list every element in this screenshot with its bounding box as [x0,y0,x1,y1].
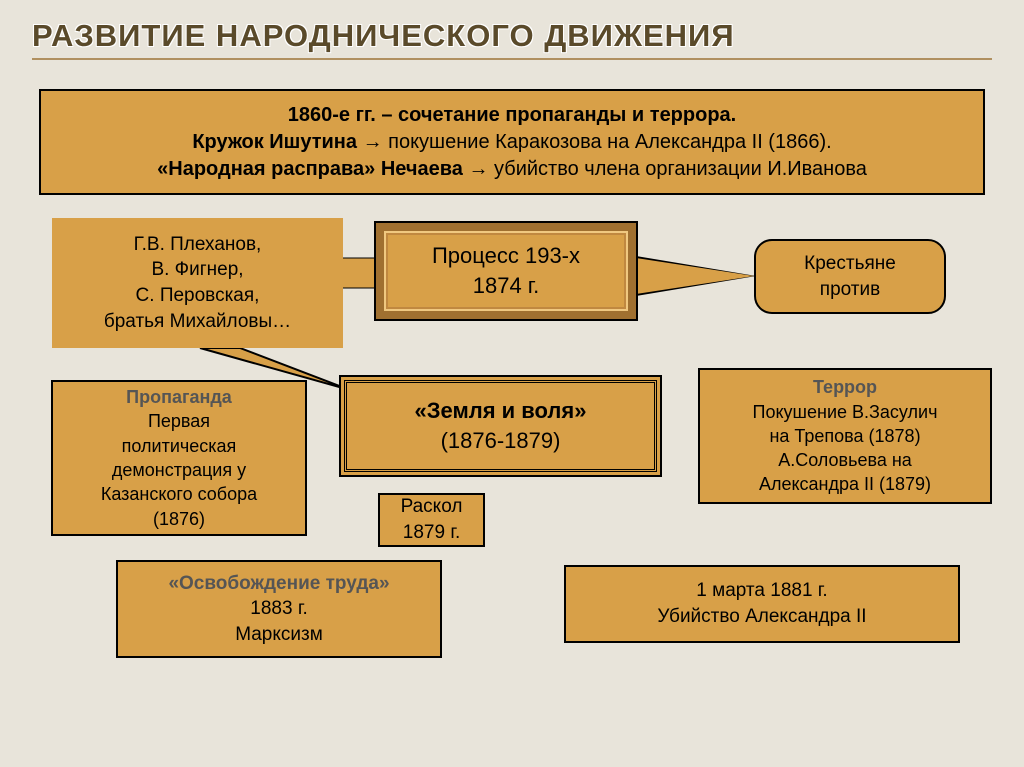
propaganda-l2: политическая [122,434,237,458]
zemlya-years: (1876-1879) [441,426,561,456]
intro-box: 1860-е гг. – сочетание пропаганды и терр… [39,89,985,195]
intro-l2r: → покушение Каракозова на Александра II … [357,131,832,153]
osvob-box: «Освобождение труда» 1883 г. Марксизм [116,560,442,658]
page-title: РАЗВИТИЕ НАРОДНИЧЕСКОГО ДВИЖЕНИЯ [32,18,735,54]
raskol-l2: 1879 г. [403,520,460,546]
terror-l4: Александра II (1879) [759,472,931,496]
zemlya-title: «Земля и воля» [415,396,587,426]
process-year: 1874 г. [473,271,540,301]
propaganda-l1: Первая [148,409,210,433]
peasants-box: Крестьяне против [754,239,946,314]
intro-l3r: → убийство члена организации И.Иванова [463,158,867,180]
terror-head: Террор [813,375,877,399]
name-1: Г.В. Плеханов, [134,232,262,258]
intro-l1: 1860-е гг. – сочетание пропаганды и терр… [288,104,736,126]
intro-l3b: «Народная расправа» Нечаева [157,158,463,180]
peasants-l1: Крестьяне [804,251,896,277]
march-l2: Убийство Александра II [657,604,866,630]
process-title: Процесс 193-х [432,241,580,271]
arrow-right [636,258,754,294]
name-3: С. Перовская, [136,283,260,309]
propaganda-l5: (1876) [153,507,205,531]
names-box: Г.В. Плеханов, В. Фигнер, С. Перовская, … [52,218,343,348]
intro-l2b: Кружок Ишутина [192,131,357,153]
propaganda-head: Пропаганда [126,385,232,409]
name-4: братья Михайловы… [104,309,291,335]
propaganda-l3: демонстрация у [112,458,246,482]
terror-l2: на Трепова (1878) [769,424,920,448]
terror-box: Террор Покушение В.Засулич на Трепова (1… [698,368,992,504]
osvob-title: «Освобождение труда» [168,571,389,597]
title-underline [32,58,992,60]
propaganda-l4: Казанского собора [101,482,257,506]
zemlya-box: «Земля и воля» (1876-1879) [344,380,657,472]
osvob-year: 1883 г. [250,596,307,622]
peasants-l2: против [820,277,880,303]
march-box: 1 марта 1881 г. Убийство Александра II [564,565,960,643]
raskol-box: Раскол 1879 г. [378,493,485,547]
process-box: Процесс 193-х 1874 г. [376,223,636,319]
propaganda-box: Пропаганда Первая политическая демонстра… [51,380,307,536]
march-l1: 1 марта 1881 г. [696,578,827,604]
raskol-l1: Раскол [401,494,463,520]
terror-l1: Покушение В.Засулич [753,400,938,424]
terror-l3: А.Соловьева на [778,448,912,472]
osvob-sub: Марксизм [235,622,323,648]
name-2: В. Фигнер, [151,257,243,283]
